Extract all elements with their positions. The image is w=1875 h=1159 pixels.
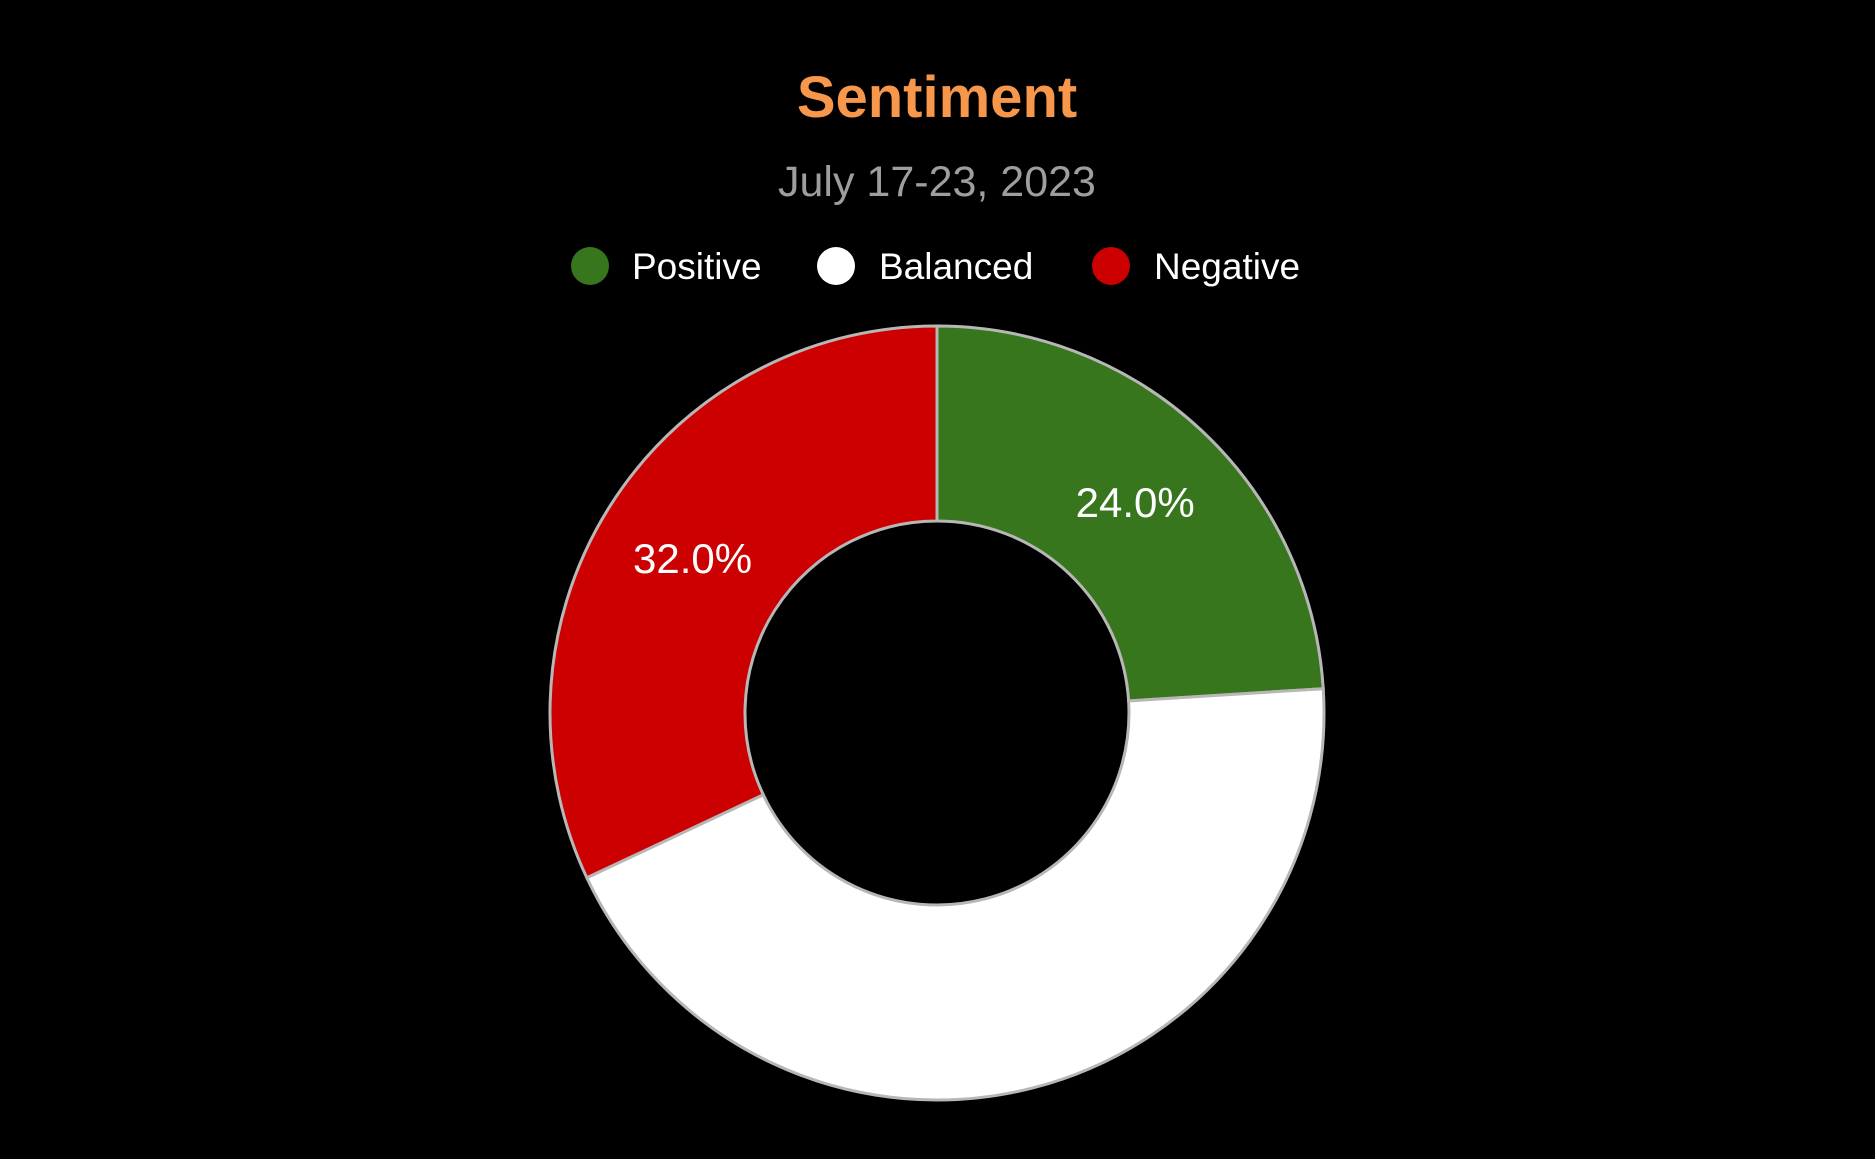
chart-title: Sentiment	[797, 65, 1077, 130]
legend-swatch-negative	[1092, 247, 1130, 285]
slice-label-negative: 32.0%	[633, 535, 752, 582]
legend-swatch-positive	[571, 247, 609, 285]
donut-slices	[548, 324, 1326, 1102]
legend-label-positive: Positive	[632, 246, 762, 287]
slice-negative	[548, 324, 939, 880]
slice-label-positive: 24.0%	[1076, 479, 1195, 526]
slice-balanced	[584, 687, 1326, 1102]
chart-legend: Positive Balanced Negative	[571, 246, 1300, 287]
legend-label-balanced: Balanced	[879, 246, 1033, 287]
slice-labels: 24.0% 32.0%	[633, 479, 1195, 582]
legend-label-negative: Negative	[1154, 246, 1300, 287]
legend-swatch-balanced	[817, 247, 855, 285]
slice-positive	[935, 324, 1325, 703]
chart-subtitle: July 17-23, 2023	[778, 158, 1096, 206]
